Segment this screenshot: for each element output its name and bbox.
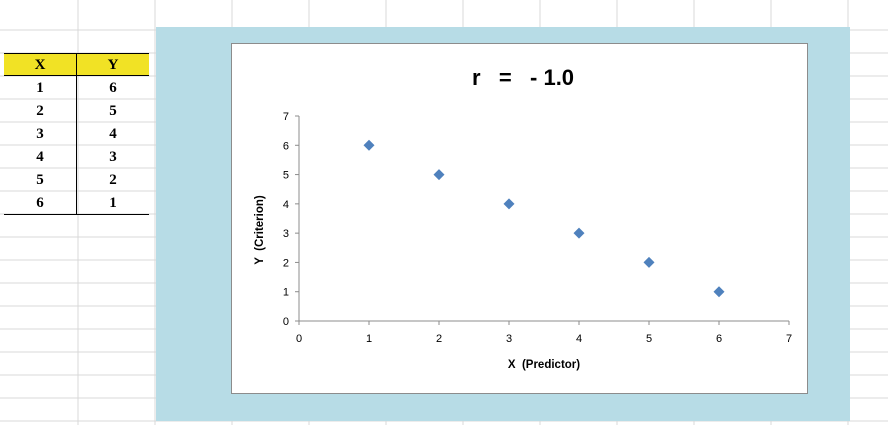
data-point-marker[interactable] (503, 198, 515, 210)
data-point-marker[interactable] (433, 169, 445, 181)
x-tick-label: 3 (506, 333, 512, 345)
cell-y[interactable]: 1 (76, 191, 149, 215)
table-row: 6 1 (4, 191, 149, 215)
y-tick-label: 0 (283, 316, 289, 328)
y-axis-title[interactable]: Y (Criterion) (254, 195, 266, 265)
table-row: 2 5 (4, 99, 149, 122)
data-point-marker[interactable] (643, 256, 655, 268)
y-tick-label: 7 (283, 111, 289, 123)
table-row: 3 4 (4, 122, 149, 145)
x-tick-label: 2 (436, 333, 442, 345)
y-tick-label: 4 (283, 199, 289, 211)
table-row: 1 6 (4, 75, 149, 99)
scatter-chart[interactable]: r = - 1.0 0 1 2 3 4 5 6 7 0 1 2 3 4 5 6 7 X (Predictor)… (231, 43, 808, 394)
x-tick-label: 6 (716, 333, 722, 345)
data-point-marker[interactable] (363, 139, 375, 151)
data-points[interactable] (363, 139, 725, 298)
x-tick-label: 0 (296, 333, 302, 345)
axes: 0 1 2 3 4 5 6 7 0 1 2 3 4 5 6 7 (283, 111, 792, 345)
header-x[interactable]: X (4, 53, 77, 76)
cell-y[interactable]: 4 (109, 125, 117, 142)
cell-x[interactable]: 1 (4, 75, 77, 99)
x-tick-label: 5 (646, 333, 652, 345)
table-header-row: X Y (4, 53, 149, 76)
x-tick-label: 7 (786, 333, 792, 345)
table-row: 4 3 (4, 145, 149, 168)
y-tick-label: 3 (283, 228, 289, 240)
chart-title[interactable]: r = - 1.0 (472, 65, 574, 90)
x-tick-label: 1 (366, 333, 372, 345)
table-row: 5 2 (4, 168, 149, 191)
data-point-marker[interactable] (573, 227, 585, 239)
cell-y[interactable]: 2 (109, 171, 117, 188)
cell-x[interactable]: 3 (4, 122, 77, 145)
cell-x[interactable]: 5 (4, 168, 77, 191)
cell-x[interactable]: 2 (4, 99, 77, 122)
x-tick-label: 4 (576, 333, 582, 345)
y-tick-label: 6 (283, 140, 289, 152)
cell-y[interactable]: 6 (109, 79, 117, 96)
y-tick-label: 1 (283, 287, 289, 299)
x-axis-title[interactable]: X (Predictor) (508, 359, 580, 371)
cell-x[interactable]: 6 (4, 191, 77, 215)
header-y[interactable]: Y (76, 53, 149, 76)
cell-y[interactable]: 3 (109, 148, 117, 165)
data-point-marker[interactable] (713, 286, 725, 298)
cell-y[interactable]: 5 (109, 102, 117, 119)
y-tick-label: 2 (283, 257, 289, 269)
plot-area[interactable] (231, 43, 808, 394)
cell-x[interactable]: 4 (4, 145, 77, 168)
y-tick-label: 5 (283, 170, 289, 182)
data-table: X Y 1 6 2 5 3 4 4 3 5 2 6 1 (4, 53, 149, 215)
